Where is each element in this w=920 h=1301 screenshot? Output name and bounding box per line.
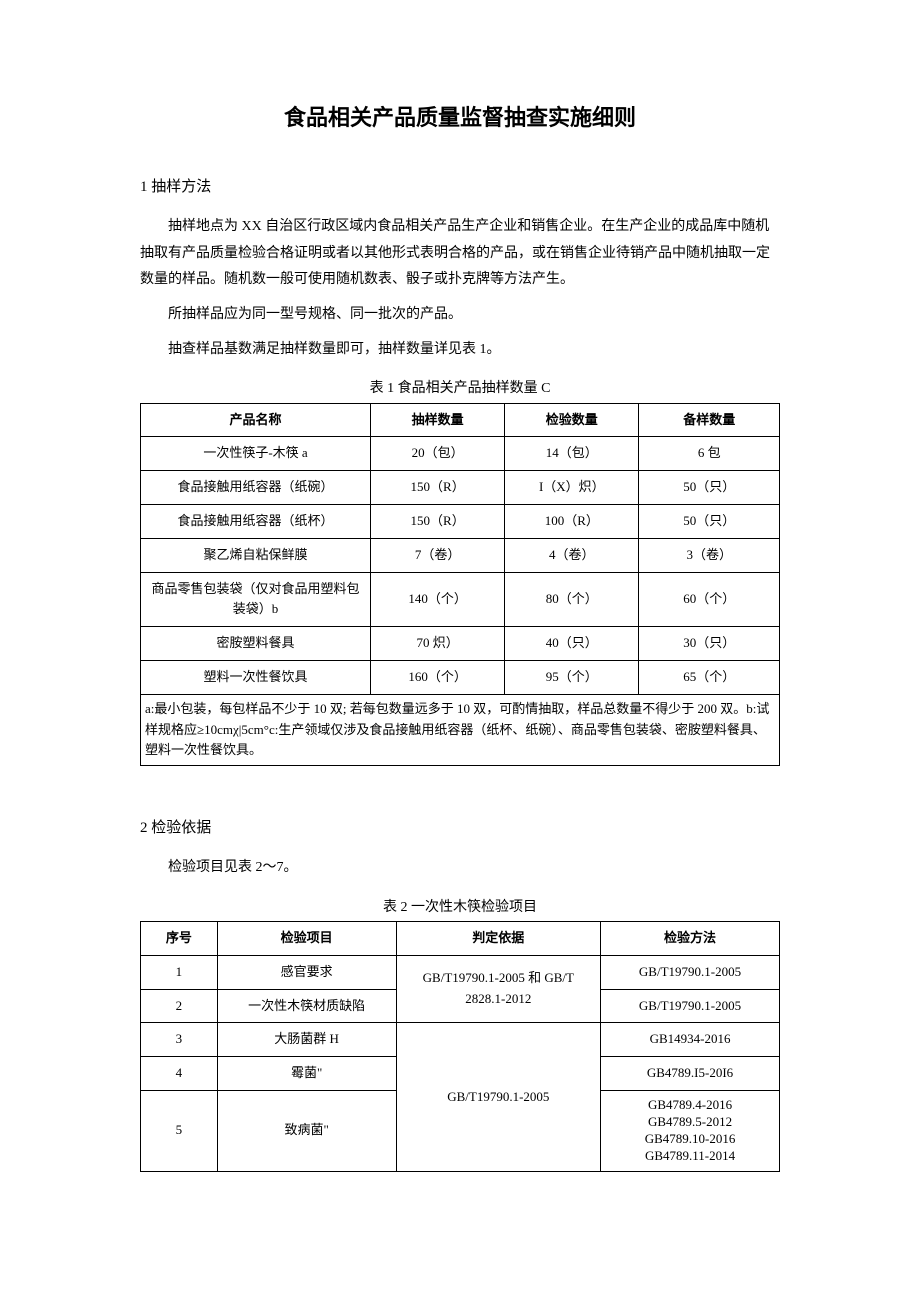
cell: 7（卷） — [371, 538, 505, 572]
cell: 3 — [141, 1023, 218, 1057]
table2-caption: 表 2 一次性木筷检验项目 — [140, 897, 780, 919]
cell: 聚乙烯自粘保鲜膜 — [141, 538, 371, 572]
table-row: 1 感官要求 GB/T19790.1-2005 和 GB/T 2828.1-20… — [141, 955, 780, 989]
cell: 80（个） — [505, 572, 639, 627]
cell: 100（R） — [505, 504, 639, 538]
cell: 50（只） — [639, 504, 780, 538]
cell: 1 — [141, 955, 218, 989]
cell: GB14934-2016 — [601, 1023, 780, 1057]
table1-header-0: 产品名称 — [141, 403, 371, 437]
table-row: 密胺塑料餐具 70 炽） 40（只） 30（只） — [141, 627, 780, 661]
cell: 感官要求 — [217, 955, 396, 989]
table1-header-2: 检验数量 — [505, 403, 639, 437]
cell: 食品接触用纸容器（纸碗） — [141, 471, 371, 505]
cell: 50（只） — [639, 471, 780, 505]
document-title: 食品相关产品质量监督抽查实施细则 — [140, 100, 780, 135]
cell: 6 包 — [639, 437, 780, 471]
cell: 4（卷） — [505, 538, 639, 572]
cell: 霉菌" — [217, 1057, 396, 1091]
cell-basis2: GB/T19790.1-2005 — [396, 1023, 600, 1171]
cell: I（X）炽） — [505, 471, 639, 505]
section1-heading: 1 抽样方法 — [140, 175, 780, 199]
table2: 序号 检验项目 判定依据 检验方法 1 感官要求 GB/T19790.1-200… — [140, 921, 780, 1172]
cell: 食品接触用纸容器（纸杯） — [141, 504, 371, 538]
cell: GB/T19790.1-2005 — [601, 955, 780, 989]
cell: 70 炽） — [371, 627, 505, 661]
table-row: 3 大肠菌群 H GB/T19790.1-2005 GB14934-2016 — [141, 1023, 780, 1057]
cell: 3（卷） — [639, 538, 780, 572]
table-row: 食品接触用纸容器（纸杯） 150（R） 100（R） 50（只） — [141, 504, 780, 538]
cell: 5 — [141, 1091, 218, 1172]
cell: GB4789.I5-20I6 — [601, 1057, 780, 1091]
table2-header-1: 检验项目 — [217, 922, 396, 956]
cell: 2 — [141, 989, 218, 1023]
table-row: 一次性筷子-木筷 a 20（包） 14（包） 6 包 — [141, 437, 780, 471]
section1-para1: 抽样地点为 XX 自治区行政区域内食品相关产品生产企业和销售企业。在生产企业的成… — [140, 214, 780, 294]
table-header-row: 产品名称 抽样数量 检验数量 备样数量 — [141, 403, 780, 437]
section2-para1: 检验项目见表 2～7。 — [140, 855, 780, 882]
cell: 商品零售包装袋（仅对食品用塑料包装袋）b — [141, 572, 371, 627]
table1-header-3: 备样数量 — [639, 403, 780, 437]
table2-header-2: 判定依据 — [396, 922, 600, 956]
cell: 30（只） — [639, 627, 780, 661]
table1-header-1: 抽样数量 — [371, 403, 505, 437]
table-row: 聚乙烯自粘保鲜膜 7（卷） 4（卷） 3（卷） — [141, 538, 780, 572]
cell: 160（个） — [371, 660, 505, 694]
cell: 95（个） — [505, 660, 639, 694]
cell: 密胺塑料餐具 — [141, 627, 371, 661]
cell: 4 — [141, 1057, 218, 1091]
section1-para3: 抽查样品基数满足抽样数量即可，抽样数量详见表 1。 — [140, 337, 780, 364]
table-row: 商品零售包装袋（仅对食品用塑料包装袋）b 140（个） 80（个） 60（个） — [141, 572, 780, 627]
cell: 65（个） — [639, 660, 780, 694]
cell: 大肠菌群 H — [217, 1023, 396, 1057]
cell-multiline: GB4789.4-2016GB4789.5-2012GB4789.10-2016… — [601, 1091, 780, 1172]
cell: 140（个） — [371, 572, 505, 627]
cell: 60（个） — [639, 572, 780, 627]
cell: 致病菌" — [217, 1091, 396, 1172]
table1: 产品名称 抽样数量 检验数量 备样数量 一次性筷子-木筷 a 20（包） 14（… — [140, 403, 780, 695]
cell: GB/T19790.1-2005 — [601, 989, 780, 1023]
cell: 塑料一次性餐饮具 — [141, 660, 371, 694]
cell: 150（R） — [371, 504, 505, 538]
table-row: 塑料一次性餐饮具 160（个） 95（个） 65（个） — [141, 660, 780, 694]
table1-caption: 表 1 食品相关产品抽样数量 C — [140, 378, 780, 400]
table-row: 食品接触用纸容器（纸碗） 150（R） I（X）炽） 50（只） — [141, 471, 780, 505]
table-header-row: 序号 检验项目 判定依据 检验方法 — [141, 922, 780, 956]
table2-header-3: 检验方法 — [601, 922, 780, 956]
section1-para2: 所抽样品应为同一型号规格、同一批次的产品。 — [140, 302, 780, 329]
cell: 一次性筷子-木筷 a — [141, 437, 371, 471]
cell: 一次性木筷材质缺陷 — [217, 989, 396, 1023]
section2-heading: 2 检验依据 — [140, 816, 780, 840]
cell: 20（包） — [371, 437, 505, 471]
table2-header-0: 序号 — [141, 922, 218, 956]
cell: 150（R） — [371, 471, 505, 505]
cell: 40（只） — [505, 627, 639, 661]
cell-basis1: GB/T19790.1-2005 和 GB/T 2828.1-2012 — [396, 955, 600, 1023]
table1-notes: a:最小包装，每包样品不少于 10 双; 若每包数量远多于 10 双，可酌情抽取… — [140, 695, 780, 766]
cell: 14（包） — [505, 437, 639, 471]
